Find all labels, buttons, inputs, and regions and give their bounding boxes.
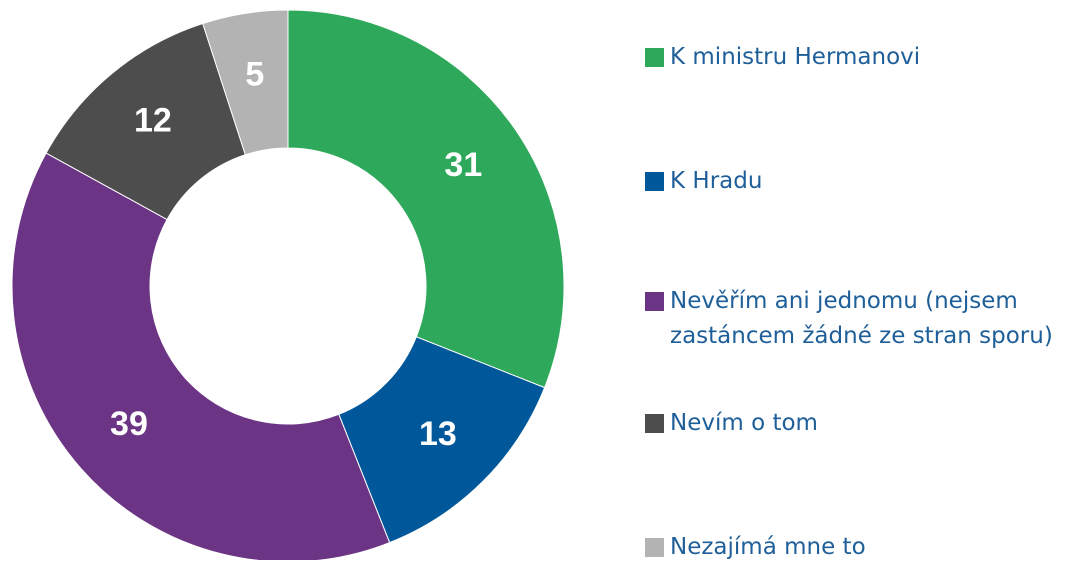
legend-swatch [645,48,664,67]
legend-item: Nevím o tom [645,406,1075,441]
legend-swatch [645,414,664,433]
legend-label: Nevím o tom [670,410,818,436]
slice [45,22,246,221]
data-label: 39 [110,405,148,443]
legend-label: K ministru Hermanovi [670,44,921,70]
legend-swatch [645,538,664,557]
legend-label: Nevěřím ani jednomu (nejsem zastáncem žá… [670,288,1053,349]
legend-swatch [645,172,664,191]
slice [11,152,391,560]
legend-item: K ministru Hermanovi [645,40,1075,75]
legend-item: Nevěřím ani jednomu (nejsem zastáncem žá… [645,284,1075,354]
data-label: 5 [245,56,264,94]
slice [338,336,546,544]
legend-label: K Hradu [670,168,763,194]
data-label: 31 [444,146,482,184]
slice [202,9,289,156]
data-label: 12 [134,102,172,140]
legend-swatch [645,292,664,311]
legend-item: K Hradu [645,164,1075,199]
slice [287,9,565,389]
data-label: 13 [419,415,457,453]
legend-label: Nezajímá mne to [670,534,866,560]
chart: 31 13 39 12 5 [11,9,565,560]
legend-item: Nezajímá mne to [645,530,1075,565]
